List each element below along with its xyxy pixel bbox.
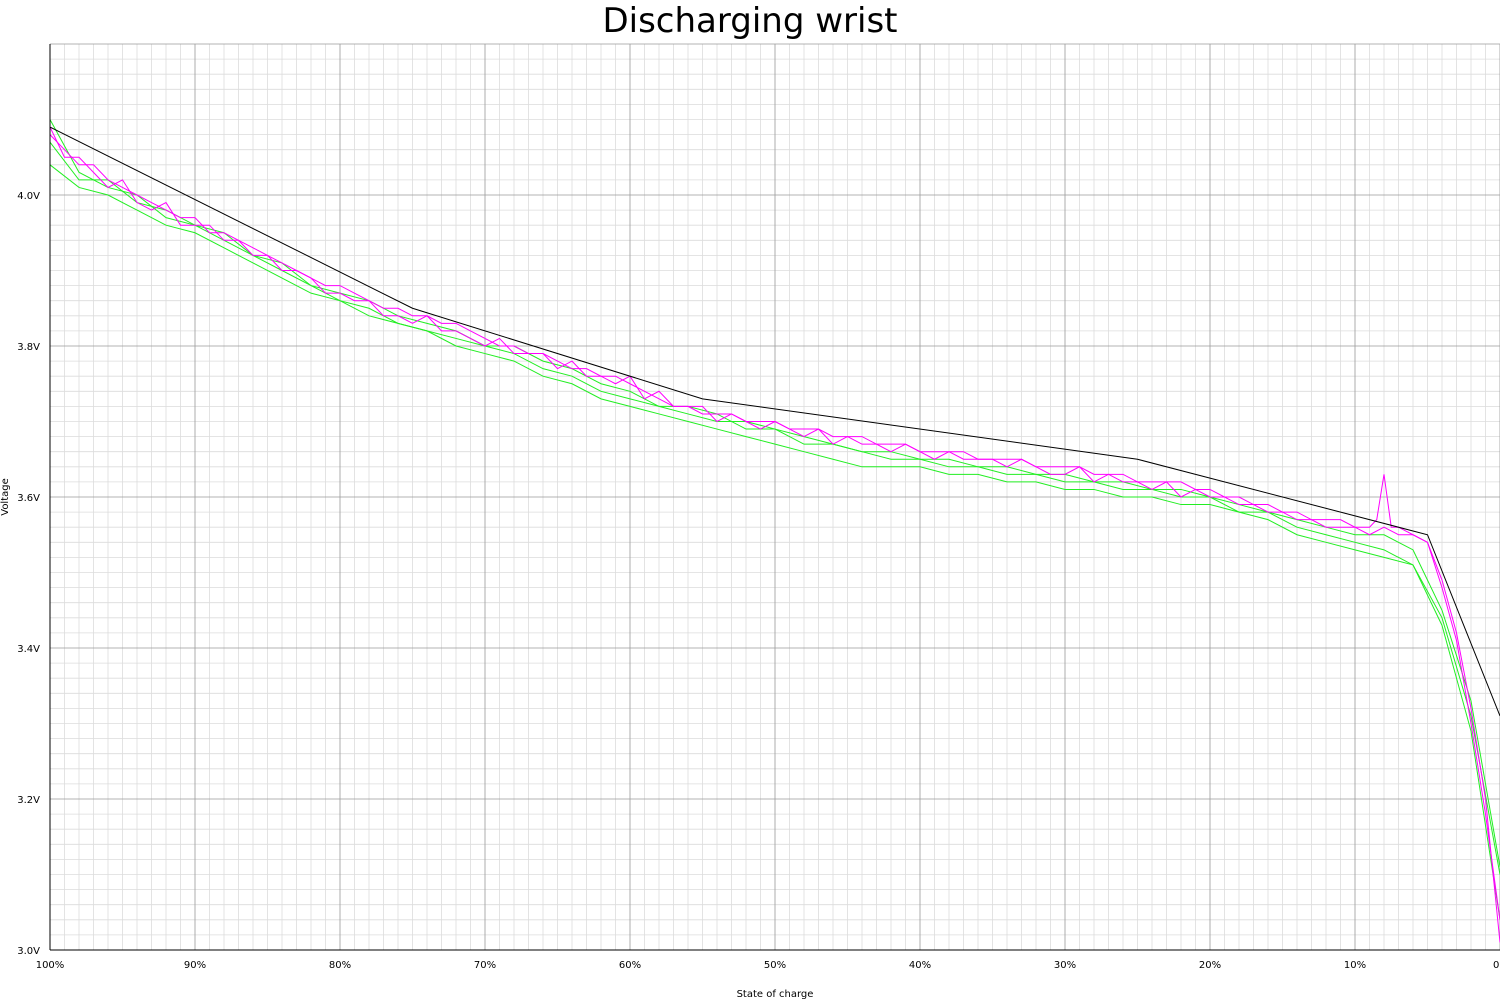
series-line-2 <box>49 126 1500 920</box>
x-tick-label: 10% <box>1344 960 1366 971</box>
x-tick-label: 30% <box>1054 960 1076 971</box>
series-line-4 <box>49 164 1500 920</box>
y-tick-label: 3.2V <box>17 795 40 806</box>
x-tick-label: 40% <box>909 960 931 971</box>
x-tick-label: 80% <box>329 960 351 971</box>
y-tick-label: 3.6V <box>17 493 40 504</box>
x-tick-label: 70% <box>474 960 496 971</box>
y-tick-label: 3.4V <box>17 644 40 655</box>
plot-series <box>49 119 1500 943</box>
chart-title: Discharging wrist <box>602 1 897 41</box>
y-tick-label: 3.8V <box>17 342 40 353</box>
x-tick-label: 100% <box>36 960 65 971</box>
y-axis-label: Voltage <box>0 478 11 516</box>
axes <box>49 44 1500 951</box>
x-tick-label: 60% <box>619 960 641 971</box>
x-tick-label: 90% <box>184 960 206 971</box>
series-line-0 <box>49 126 1500 717</box>
x-tick-label: 50% <box>764 960 786 971</box>
y-tick-label: 3.0V <box>17 946 40 957</box>
x-axis-label: State of charge <box>737 989 814 1000</box>
x-tick-label: 20% <box>1199 960 1221 971</box>
y-tick-label: 4.0V <box>17 191 40 202</box>
x-tick-label: 0% <box>1493 960 1500 971</box>
tick-labels: 100% 90% 80% 70% 60% 50% 40% 30% 20% 10% 0% 3.0V 3.2… <box>17 191 1500 971</box>
